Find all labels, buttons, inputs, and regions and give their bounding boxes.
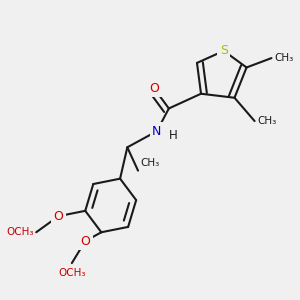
Text: H: H xyxy=(169,129,178,142)
Text: O: O xyxy=(149,82,159,95)
Text: S: S xyxy=(220,44,228,57)
Text: N: N xyxy=(152,125,161,138)
Text: OCH₃: OCH₃ xyxy=(6,227,34,237)
Text: O: O xyxy=(53,210,63,223)
Text: O: O xyxy=(80,235,90,248)
Text: CH₃: CH₃ xyxy=(141,158,160,168)
Text: OCH₃: OCH₃ xyxy=(58,268,86,278)
Text: CH₃: CH₃ xyxy=(257,116,277,126)
Text: CH₃: CH₃ xyxy=(274,53,293,63)
